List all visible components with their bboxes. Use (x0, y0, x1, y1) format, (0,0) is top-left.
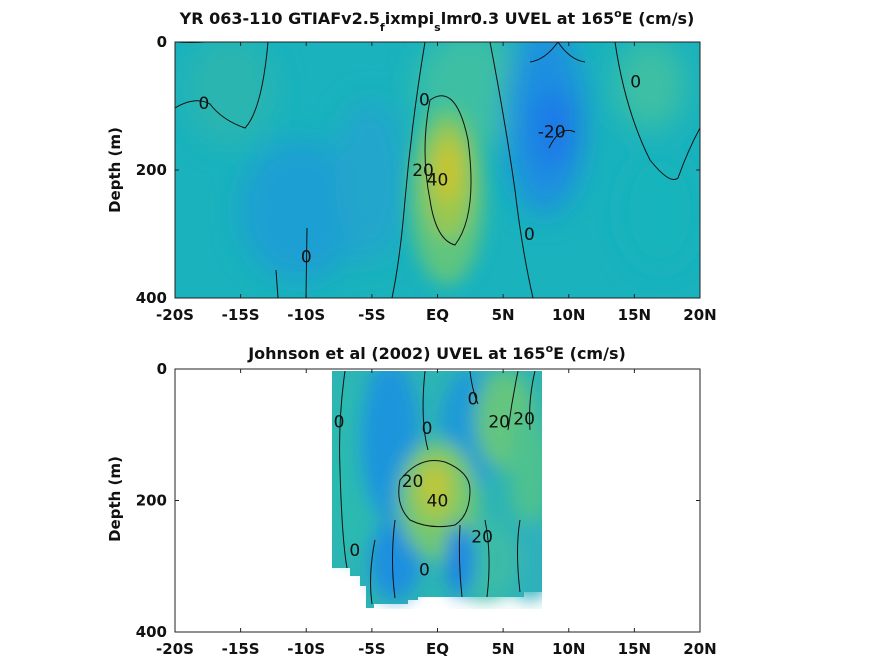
panel2-heatmap (332, 370, 542, 608)
x-tick-label: -10S (287, 306, 325, 324)
x-tick-label: 5N (492, 640, 515, 656)
x-tick-label: -5S (358, 306, 385, 324)
x-tick-label: -15S (222, 640, 260, 656)
x-tick-label: 20N (683, 306, 716, 324)
contour-label: 20 (488, 413, 510, 433)
contour-label: -20 (538, 123, 566, 143)
contour-label: 20 (471, 528, 493, 548)
panel2-title: Johnson et al (2002) UVEL at 165oE (cm/s… (247, 342, 626, 363)
x-tick-label: EQ (426, 640, 449, 656)
contour-label: 0 (198, 94, 209, 114)
contour-label: 40 (427, 171, 449, 191)
y-tick-label: 200 (136, 492, 167, 510)
x-tick-label: -15S (222, 306, 260, 324)
contour-label: 40 (427, 492, 449, 512)
contour-label: 0 (524, 225, 535, 245)
x-tick-label: -20S (156, 640, 194, 656)
contour-label: 0 (419, 561, 430, 581)
x-tick-label: -20S (156, 306, 194, 324)
contour-label: 0 (422, 419, 433, 439)
x-tick-label: EQ (426, 306, 449, 324)
panel2-x-ticks: -20S -15S -10S -5S EQ 5N 10N 15N 20N (156, 369, 717, 656)
x-tick-label: 5N (492, 306, 515, 324)
contour-label: 0 (334, 413, 345, 433)
contour-label: 20 (513, 409, 535, 429)
contour-label: 0 (419, 91, 430, 111)
panel1-y-axis-label: Depth (m) (106, 127, 124, 213)
x-tick-label: 10N (552, 306, 585, 324)
panel1-title: YR 063-110 GTIAFv2.5fixmpislmr0.3 UVEL a… (179, 7, 695, 34)
x-tick-label: 20N (683, 640, 716, 656)
contour-label: 0 (468, 390, 479, 410)
x-tick-label: -5S (358, 640, 385, 656)
panel1-x-ticks: -20S -15S -10S -5S EQ 5N 10N 15N 20N (156, 42, 717, 324)
contour-label: 20 (402, 472, 424, 492)
y-tick-label: 200 (136, 161, 167, 179)
x-tick-label: 15N (618, 306, 651, 324)
y-tick-label: 400 (136, 623, 167, 641)
panel1-heatmap (175, 42, 700, 298)
y-tick-label: 0 (157, 360, 167, 378)
x-tick-label: -10S (287, 640, 325, 656)
contour-label: 0 (630, 73, 641, 93)
contour-label: 20 (412, 161, 434, 181)
panel2-y-axis-label: Depth (m) (106, 456, 124, 542)
y-tick-label: 0 (157, 33, 167, 51)
contour-label: 0 (349, 541, 360, 561)
y-tick-label: 400 (136, 289, 167, 307)
x-tick-label: 15N (618, 640, 651, 656)
contour-label: 0 (301, 247, 312, 267)
x-tick-label: 10N (552, 640, 585, 656)
